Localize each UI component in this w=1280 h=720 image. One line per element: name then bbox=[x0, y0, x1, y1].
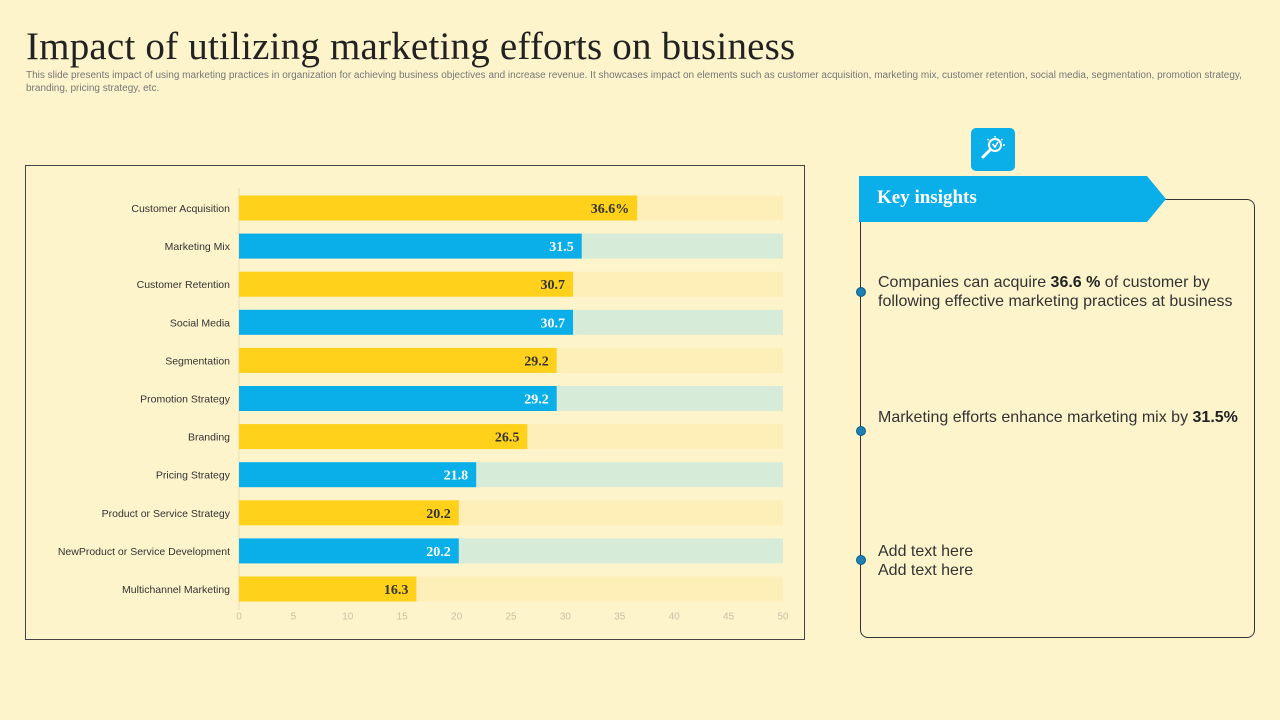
bar bbox=[239, 424, 528, 450]
insight-highlight-2: 31.5% bbox=[1192, 409, 1238, 426]
bar-data-label: 20.2 bbox=[426, 507, 451, 522]
insight-bullet-2 bbox=[856, 426, 866, 436]
bar-data-label: 30.7 bbox=[541, 278, 566, 293]
bar-data-label: 29.2 bbox=[524, 354, 549, 369]
bar bbox=[239, 538, 459, 564]
category-label: Multichannel Marketing bbox=[122, 584, 230, 596]
insight-text-2: Marketing efforts enhance marketing mix … bbox=[878, 409, 1238, 426]
key-insights-banner: Key insights bbox=[859, 176, 1166, 222]
bar-data-label: 26.5 bbox=[495, 431, 520, 446]
insight-text-1: Companies can acquire 36.6 % of customer… bbox=[878, 274, 1233, 310]
category-label: Social Media bbox=[170, 317, 230, 329]
bar bbox=[239, 500, 459, 526]
bar-chart: 36.6% Customer Acquisition 31.5 Marketing M… bbox=[58, 188, 789, 623]
bar bbox=[239, 386, 557, 411]
category-label: Segmentation bbox=[165, 355, 230, 367]
category-label: Product or Service Strategy bbox=[102, 508, 231, 520]
bar bbox=[239, 462, 477, 488]
key-insights-heading: Key insights bbox=[877, 187, 977, 208]
category-label: Marketing Mix bbox=[165, 241, 231, 253]
category-label: NewProduct or Service Development bbox=[58, 546, 230, 558]
x-tick-label: 50 bbox=[777, 612, 789, 623]
insight-placeholder-line-1: Add text here bbox=[878, 543, 974, 560]
x-tick-label: 10 bbox=[342, 612, 354, 623]
insight-bullet-3 bbox=[856, 555, 866, 565]
category-label: Customer Retention bbox=[137, 279, 231, 291]
bar bbox=[239, 233, 582, 259]
x-tick-label: 40 bbox=[669, 612, 681, 623]
bar-data-label: 20.2 bbox=[426, 545, 451, 560]
lightbulb-search-icon bbox=[981, 136, 1005, 159]
page-subtitle: This slide presents impact of using mark… bbox=[26, 70, 1242, 94]
bar-data-label: 36.6% bbox=[591, 202, 630, 217]
bar-data-label: 29.2 bbox=[524, 393, 549, 408]
x-tick-label: 15 bbox=[397, 612, 409, 623]
x-tick-label: 25 bbox=[505, 612, 517, 623]
x-tick-label: 5 bbox=[291, 612, 297, 623]
x-tick-label: 0 bbox=[236, 612, 242, 623]
x-tick-label: 30 bbox=[560, 612, 572, 623]
bar-data-label: 31.5 bbox=[549, 240, 574, 255]
bar-data-label: 16.3 bbox=[384, 583, 409, 598]
insight-icon-tile bbox=[971, 128, 1015, 171]
bar-chart-panel: 36.6% Customer Acquisition 31.5 Marketing M… bbox=[25, 165, 805, 640]
bar-data-label: 21.8 bbox=[444, 469, 469, 484]
page-title: Impact of utilizing marketing efforts on… bbox=[26, 25, 796, 68]
x-tick-label: 45 bbox=[723, 612, 735, 623]
x-tick-label: 20 bbox=[451, 612, 463, 623]
insight-placeholder-line-2: Add text here bbox=[878, 562, 974, 579]
category-label: Promotion Strategy bbox=[140, 394, 231, 406]
insight-text-3: Add text here Add text here bbox=[878, 542, 1248, 580]
bar-data-label: 30.7 bbox=[541, 316, 566, 331]
bar bbox=[239, 347, 557, 373]
bar bbox=[239, 576, 417, 602]
bar bbox=[239, 309, 574, 335]
category-label: Pricing Strategy bbox=[156, 470, 231, 482]
bar bbox=[239, 271, 574, 297]
insight-highlight-1: 36.6 % bbox=[1050, 274, 1101, 291]
bar bbox=[239, 195, 638, 221]
category-label: Customer Acquisition bbox=[131, 203, 230, 215]
x-tick-label: 35 bbox=[614, 612, 626, 623]
category-label: Branding bbox=[188, 432, 230, 444]
insight-bullet-1 bbox=[856, 287, 866, 297]
